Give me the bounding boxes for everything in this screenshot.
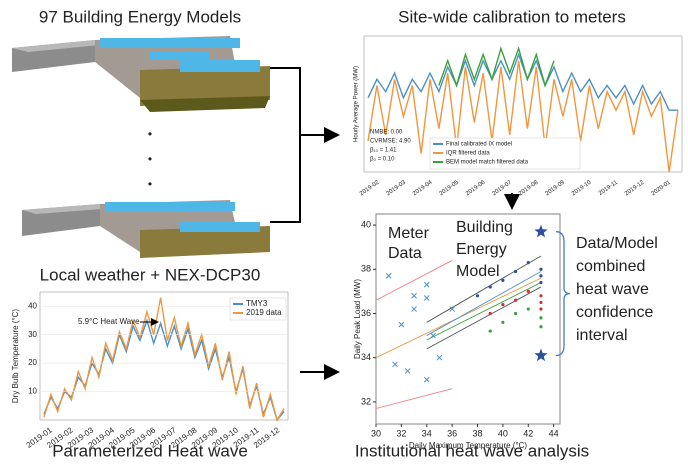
- y-axis-label: Daily Peak Load (MW): [353, 279, 362, 359]
- y-tick-label: 20: [28, 358, 37, 367]
- ellipsis-dot: •: [148, 177, 152, 191]
- y-axis-label: Dry Bulb Temperature (°C): [11, 309, 20, 404]
- x-tick-label: 2019-05: [438, 179, 460, 197]
- stat-label: β₁₀ = 1.41: [370, 148, 397, 154]
- y-tick-label: 38: [361, 264, 371, 274]
- model-point: [539, 281, 542, 284]
- model-point: [539, 294, 542, 297]
- model-point: [489, 285, 492, 288]
- diagram: 97 Building Energy Models Site-wide cali…: [0, 0, 688, 464]
- legend-label: Final calibrated IX model: [446, 142, 512, 148]
- y-tick-label: 32: [361, 396, 371, 406]
- x-tick-label: 2019-09: [544, 179, 566, 197]
- x-tick-label: 2019-07: [491, 179, 513, 197]
- x-tick-label: 44: [549, 428, 559, 438]
- model-point: [501, 303, 504, 306]
- model-point: [539, 268, 542, 271]
- x-tick-label: 36: [447, 428, 457, 438]
- y-tick-label: 40: [361, 219, 371, 229]
- x-tick-label: 2019-08: [518, 179, 540, 197]
- annotation: 5.9°C Heat Wave: [78, 317, 140, 326]
- x-tick-label: 2019-10: [571, 179, 593, 197]
- model-point: [476, 294, 479, 297]
- model-point: [539, 301, 542, 304]
- model-point: [514, 299, 517, 302]
- y-tick-label: 10: [28, 387, 37, 396]
- x-tick-label: 2019-04: [412, 179, 434, 197]
- y-tick-label: 36: [361, 308, 371, 318]
- x-tick-label: 2019-03: [385, 179, 407, 197]
- legend-label: IQR filtered data: [446, 151, 490, 157]
- x-tick-label: 32: [396, 428, 406, 438]
- building-model-bottom: [22, 200, 270, 258]
- buildings-title: 97 Building Energy Models: [39, 7, 241, 26]
- legend-label: TMY3: [246, 299, 268, 308]
- y-axis-label: Hourly Average Power (MW): [354, 66, 360, 142]
- model-point: [539, 274, 542, 277]
- stat-label: NMBE: 0.00: [370, 130, 403, 136]
- x-tick-label: 38: [473, 428, 483, 438]
- model-point: [514, 270, 517, 273]
- model-point: [514, 312, 517, 315]
- y-tick-label: 30: [28, 330, 37, 339]
- model-point: [539, 325, 542, 328]
- x-tick-label: 40: [498, 428, 508, 438]
- y-tick-label: 40: [28, 301, 37, 310]
- x-axis-label: Daily Maximum Temperature (°C): [409, 441, 528, 450]
- weather-title: Local weather + NEX-DCP30: [40, 265, 261, 284]
- x-tick-label: 2019-06: [465, 179, 487, 197]
- model-point: [527, 307, 530, 310]
- x-tick-label: 30: [371, 428, 381, 438]
- calibration-title: Site-wide calibration to meters: [398, 7, 626, 26]
- x-tick-label: 34: [422, 428, 432, 438]
- x-tick-label: 2019-12: [624, 179, 646, 197]
- model-point: [489, 312, 492, 315]
- stat-label: β₀ = 0.10: [370, 157, 395, 163]
- x-tick-label: 2019-11: [598, 179, 620, 197]
- model-point: [539, 307, 542, 310]
- x-tick-label: 2020-01: [650, 179, 672, 197]
- model-point: [501, 321, 504, 324]
- model-point: [527, 290, 530, 293]
- legend-label: 2019 data: [246, 308, 282, 317]
- y-tick-label: 34: [361, 352, 371, 362]
- model-point: [489, 330, 492, 333]
- building-model-top: [12, 36, 270, 112]
- x-tick-label: 2019-02: [359, 179, 381, 197]
- ellipsis-dot: •: [148, 127, 152, 141]
- model-point: [539, 316, 542, 319]
- x-tick-label: 42: [523, 428, 533, 438]
- legend-label: BEM model match filtered data: [446, 160, 529, 166]
- model-point: [527, 261, 530, 264]
- stat-label: CVRMSE: 4.90: [370, 139, 411, 145]
- model-point: [501, 279, 504, 282]
- ellipsis-dot: •: [148, 152, 152, 166]
